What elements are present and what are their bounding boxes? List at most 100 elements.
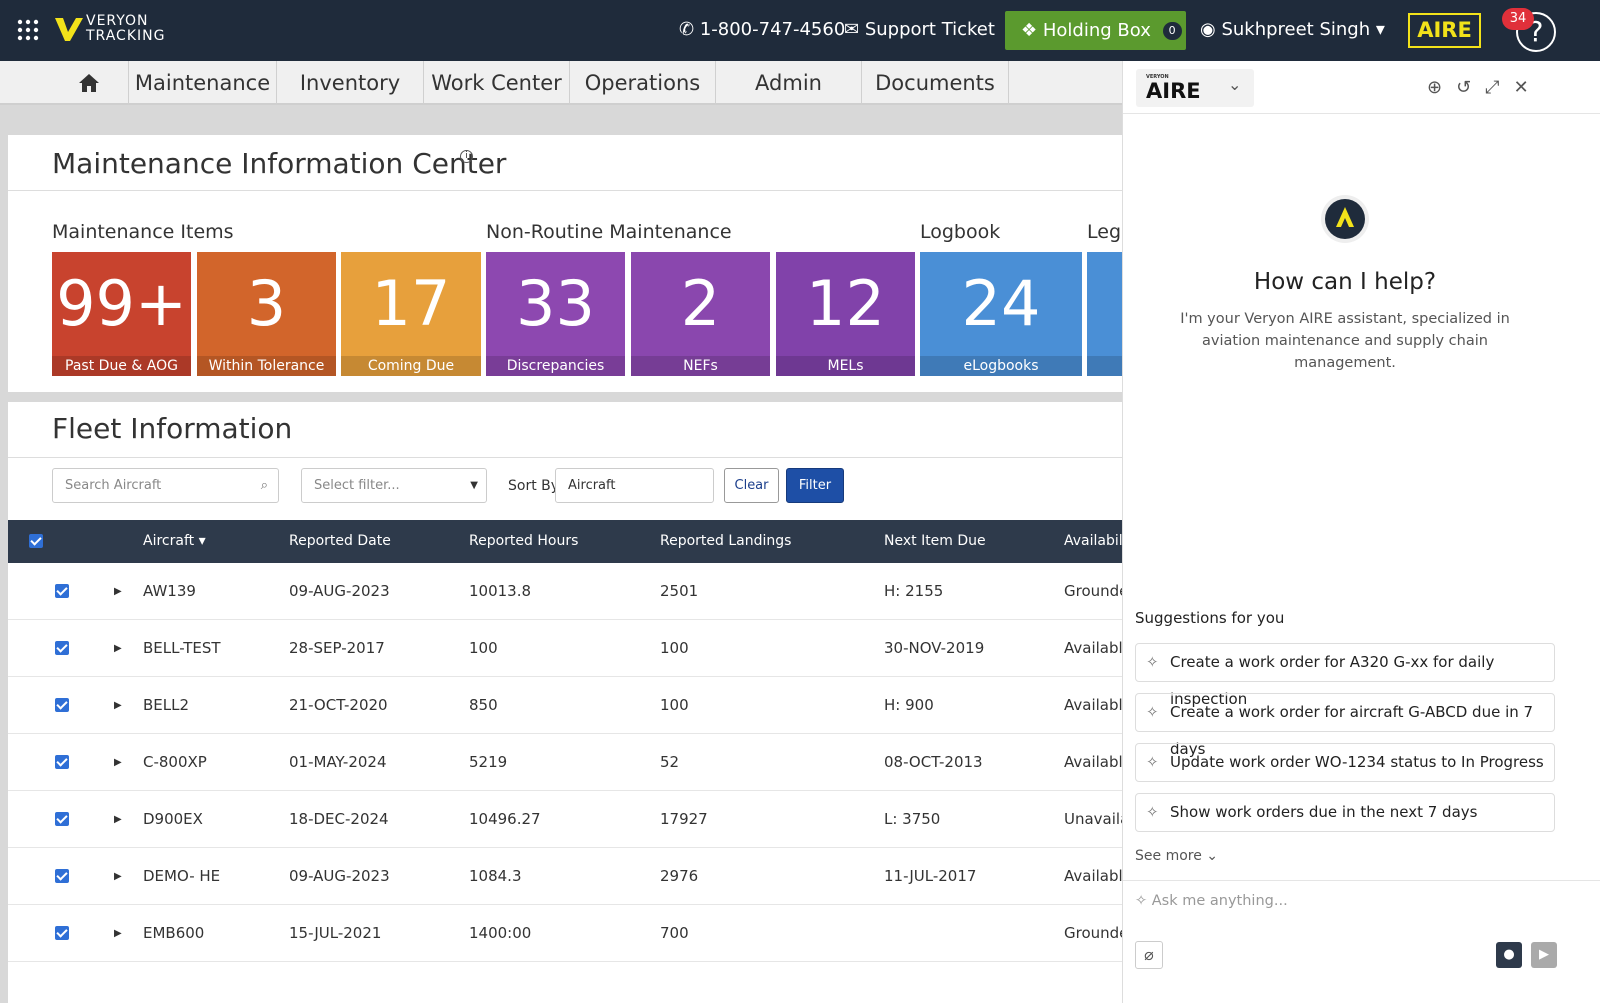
clear-button[interactable]: Clear <box>724 468 779 503</box>
expand-arrow[interactable]: ▶ <box>114 757 122 768</box>
cell: 01-MAY-2024 <box>289 753 387 771</box>
tile-label: NEFs <box>631 356 770 376</box>
filter-button[interactable]: Filter <box>786 468 844 503</box>
sort-value: Aircraft <box>568 478 616 493</box>
stat-tile[interactable]: 99+ Past Due & AOG <box>52 252 191 376</box>
table-row[interactable]: ▶ BELL-TEST 28-SEP-2017 100 100 30-NOV-2019 Av… <box>8 620 1132 677</box>
send-button[interactable]: ▶ <box>1531 942 1557 968</box>
sort-label: Sort By <box>508 478 560 494</box>
cell: EMB600 <box>143 924 205 942</box>
tile-value: 33 <box>516 267 595 340</box>
tile-value: 3 <box>246 267 287 340</box>
panel-actions[interactable]: ⊕↺⤢✕ <box>1427 77 1543 98</box>
brand-logo[interactable] <box>55 16 83 42</box>
tile-value: 99+ <box>56 267 187 340</box>
attach-button[interactable]: ⌀ <box>1135 941 1163 969</box>
column-header[interactable]: Reported Hours <box>469 533 579 549</box>
nav-item[interactable]: Operations <box>570 61 716 105</box>
suggestion[interactable]: Update work order WO-1234 status to In P… <box>1135 743 1555 782</box>
expand-arrow[interactable]: ▶ <box>114 928 122 939</box>
home-icon[interactable] <box>50 61 129 105</box>
suggestion[interactable]: Create a work order for aircraft G-ABCD … <box>1135 693 1555 758</box>
search-input[interactable]: Search Aircraft ⌕ <box>52 468 279 503</box>
assistant-intro: I'm your Veryon AIRE assistant, speciali… <box>1180 311 1510 371</box>
column-header[interactable]: Reported Date <box>289 533 391 549</box>
nav-item[interactable]: Admin <box>716 61 862 105</box>
cell: AW139 <box>143 582 196 600</box>
cell: H: 2155 <box>884 582 944 600</box>
expand-arrow[interactable]: ▶ <box>114 643 122 654</box>
cell: D900EX <box>143 810 203 828</box>
notification-badge[interactable]: 34 <box>1502 8 1534 30</box>
expand-arrow[interactable]: ▶ <box>114 586 122 597</box>
column-header[interactable]: Availabili <box>1064 533 1127 549</box>
stat-tile[interactable]: 33 Discrepancies <box>486 252 625 376</box>
row-checkbox[interactable] <box>55 698 69 712</box>
sort-select[interactable]: Aircraft <box>555 468 714 503</box>
filter-select[interactable]: Select filter... ▼ <box>301 468 487 503</box>
mic-button[interactable]: ● <box>1496 942 1522 968</box>
stat-tile[interactable]: 24 eLogbooks <box>920 252 1082 376</box>
select-all-checkbox[interactable] <box>29 534 43 548</box>
column-header[interactable]: Aircraft ▾ <box>143 533 206 549</box>
table-row[interactable]: ▶ AW139 09-AUG-2023 10013.8 2501 H: 2155 Groun… <box>8 563 1128 620</box>
holding-box-label: Holding Box <box>1042 20 1151 41</box>
holding-box[interactable]: ❖ Holding Box 0 <box>1005 11 1186 50</box>
cell: 850 <box>469 696 498 714</box>
aire-button[interactable]: AIRE <box>1408 13 1481 48</box>
mic-title: Maintenance Information Center <box>52 147 507 180</box>
assistant-heading: How can I help? <box>1253 269 1437 295</box>
sort-icon: ▾ <box>194 533 206 549</box>
expand-arrow[interactable]: ▶ <box>114 871 122 882</box>
tile-label: Discrepancies <box>486 356 625 376</box>
table-row[interactable]: ▶ D900EX 18-DEC-2024 10496.27 17927 L: 3750 Un… <box>8 791 1129 848</box>
chat-placeholder: Ask me anything... <box>1151 893 1288 909</box>
user-menu[interactable]: ◉ Sukhpreet Singh ▾ <box>1200 19 1385 40</box>
phone[interactable]: ✆ 1-800-747-4560 <box>679 19 846 40</box>
expand-arrow[interactable]: ▶ <box>114 700 122 711</box>
chat-input[interactable]: ✧ Ask me anything... <box>1135 893 1288 909</box>
support-ticket[interactable]: ✉ Support Ticket <box>844 19 995 40</box>
cell: Grounde <box>1064 582 1129 600</box>
row-checkbox[interactable] <box>55 641 69 655</box>
row-checkbox[interactable] <box>55 926 69 940</box>
nav-item[interactable]: Maintenance <box>129 61 277 105</box>
stat-tile[interactable]: 17 Coming Due <box>341 252 481 376</box>
row-checkbox[interactable] <box>55 869 69 883</box>
see-more[interactable]: See more ⌄ <box>1135 848 1219 864</box>
row-checkbox[interactable] <box>55 584 69 598</box>
table-header: Aircraft ▾ Reported Date Reported Hours Rep… <box>8 520 1127 563</box>
stat-tile[interactable]: 2 NEFs <box>631 252 770 376</box>
cell: 1400:00 <box>469 924 532 942</box>
table-row[interactable]: ▶ C-800XP 01-MAY-2024 5219 52 08-OCT-2013 Avai… <box>8 734 1123 791</box>
cell: 52 <box>660 753 680 771</box>
search-placeholder: Search Aircraft <box>65 478 162 493</box>
nav-item[interactable]: Inventory <box>277 61 424 105</box>
suggestion[interactable]: Show work orders due in the next 7 days <box>1135 793 1555 832</box>
info-icon[interactable]: i <box>460 150 473 163</box>
cell: 700 <box>660 924 689 942</box>
stat-tile[interactable]: 12 MELs <box>776 252 915 376</box>
nav-item[interactable]: Work Center <box>424 61 570 105</box>
cell: 09-AUG-2023 <box>289 867 390 885</box>
phone-number: 1-800-747-4560 <box>699 19 846 40</box>
row-checkbox[interactable] <box>55 755 69 769</box>
row-checkbox[interactable] <box>55 812 69 826</box>
cell: Available <box>1064 639 1132 657</box>
assistant-selector[interactable]: VERYON AIRE ⌄ <box>1136 69 1254 107</box>
cell: 100 <box>660 639 689 657</box>
suggestion[interactable]: Create a work order for A320 G-xx for da… <box>1135 643 1555 708</box>
group-label: Logbook <box>920 221 1001 243</box>
table-row[interactable]: ▶ DEMO- HE 09-AUG-2023 1084.3 2976 11-JUL-201… <box>8 848 1123 905</box>
table-row[interactable]: ▶ BELL2 21-OCT-2020 850 100 H: 900 Availabl <box>8 677 1123 734</box>
cell: 30-NOV-2019 <box>884 639 985 657</box>
column-header[interactable]: Reported Landings <box>660 533 792 549</box>
table-row[interactable]: ▶ EMB600 15-JUL-2021 1400:00 700 Grounde <box>8 905 1128 962</box>
stat-tile[interactable]: 3 Within Tolerance <box>197 252 336 376</box>
column-header[interactable]: Next Item Due <box>884 533 986 549</box>
cell: 15-JUL-2021 <box>289 924 382 942</box>
nav-item[interactable]: Documents <box>862 61 1009 105</box>
apps-icon[interactable] <box>17 19 39 41</box>
assistant-avatar <box>1321 195 1369 243</box>
expand-arrow[interactable]: ▶ <box>114 814 122 825</box>
